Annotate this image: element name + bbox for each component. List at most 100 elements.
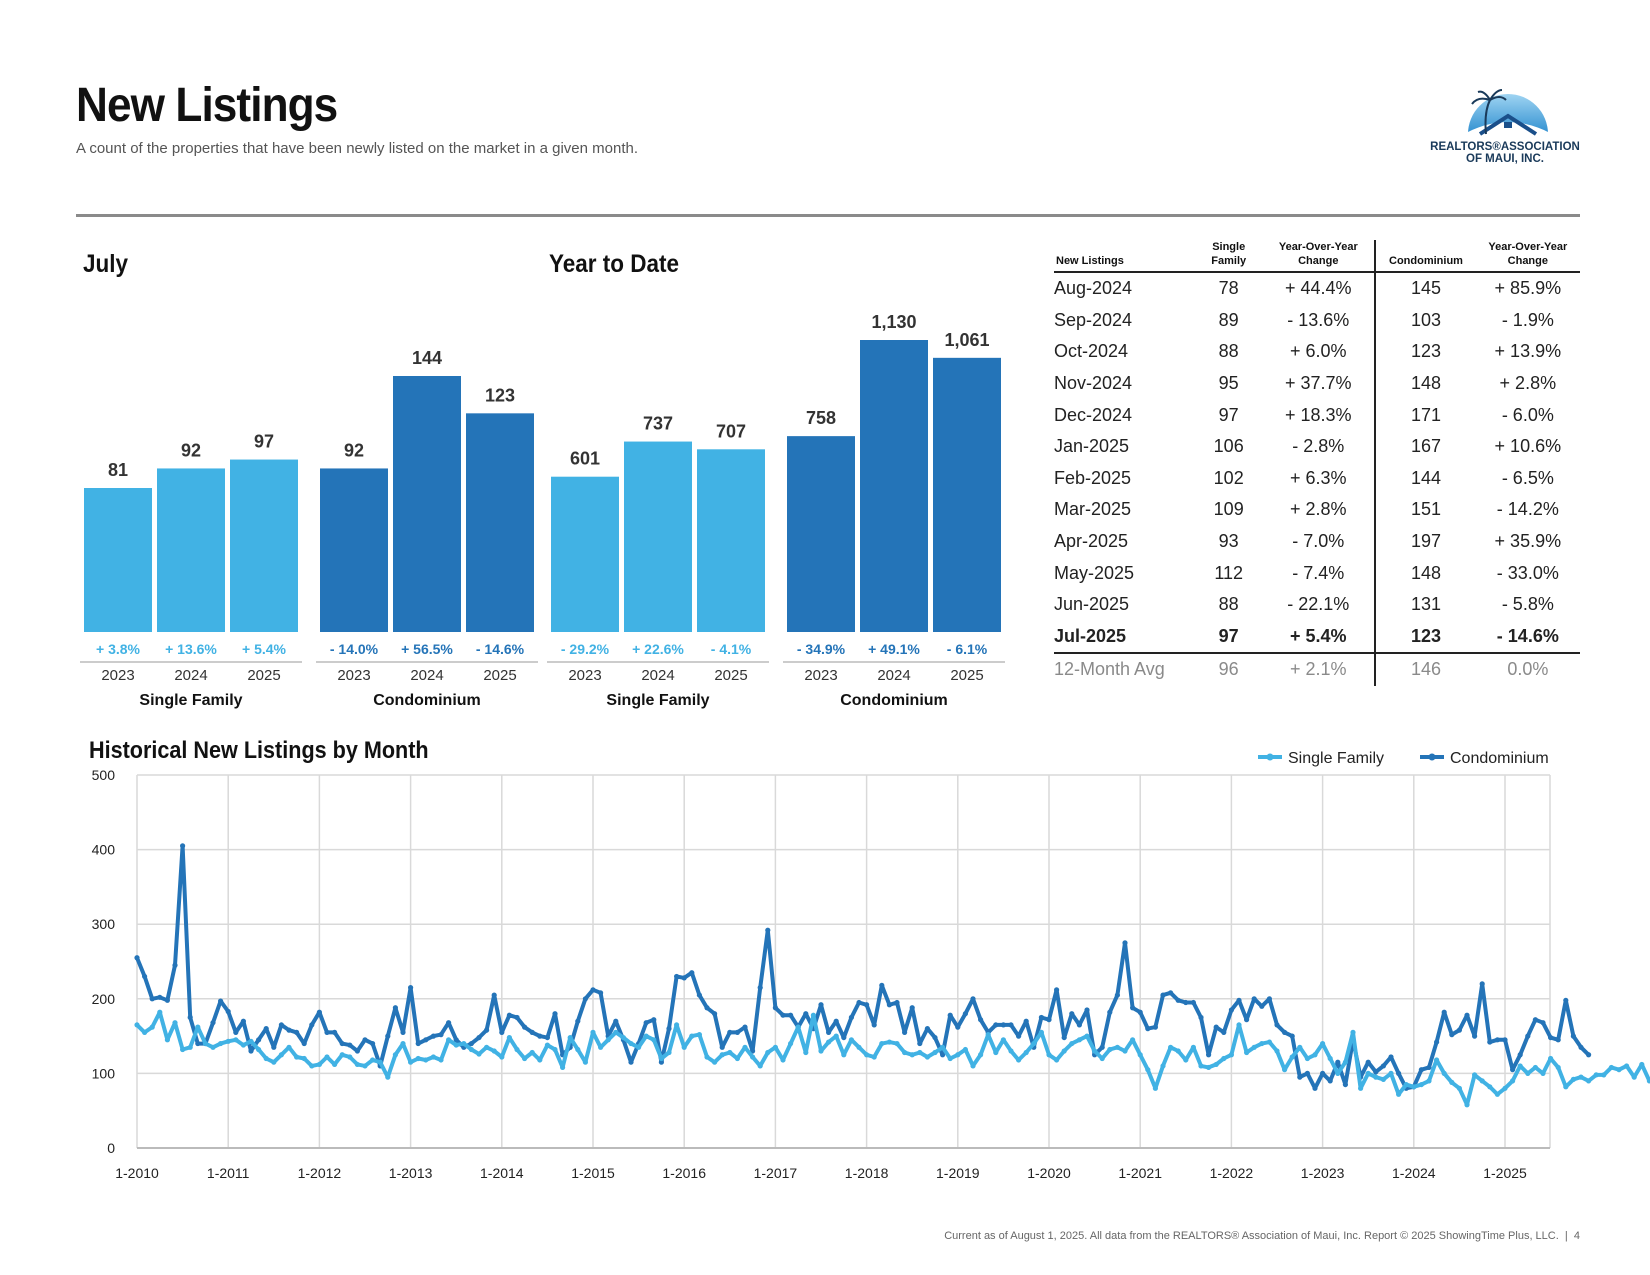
data-point — [719, 1052, 725, 1058]
bar-value-label: 92 — [344, 440, 364, 460]
data-point — [1494, 1091, 1500, 1097]
data-point — [575, 1018, 581, 1024]
bar-year-label: 2025 — [247, 667, 280, 684]
data-point — [354, 1048, 360, 1054]
data-point — [1631, 1074, 1637, 1080]
data-point — [917, 1049, 923, 1056]
data-point — [1236, 1022, 1242, 1028]
data-point — [757, 1063, 763, 1069]
data-point — [552, 1011, 558, 1017]
data-point — [886, 1039, 893, 1045]
table-cell: + 6.0% — [1262, 336, 1377, 368]
col-header-single-family: Single Family — [1195, 240, 1263, 273]
data-point — [993, 1022, 999, 1028]
data-point — [727, 1049, 733, 1056]
data-point — [1054, 987, 1060, 993]
data-point — [1152, 1085, 1158, 1091]
data-point — [385, 1074, 391, 1080]
data-point — [453, 1037, 459, 1043]
data-point — [1092, 1048, 1098, 1054]
series-points — [134, 1009, 1650, 1108]
data-point — [1130, 1005, 1136, 1011]
data-point — [879, 982, 885, 988]
data-point — [1152, 1024, 1158, 1030]
table-cell: Sep-2024 — [1054, 309, 1133, 330]
data-point — [1114, 992, 1120, 998]
data-point — [1540, 1070, 1546, 1076]
data-point — [347, 1054, 353, 1060]
data-point — [1388, 1054, 1394, 1060]
table-cell: Jun-2025 — [1054, 594, 1130, 615]
bar-1-0-1 — [624, 441, 692, 632]
table-cell: 102 — [1213, 467, 1244, 488]
data-point — [932, 1034, 938, 1041]
data-point — [1380, 1076, 1386, 1082]
data-point — [1206, 1052, 1212, 1058]
x-tick-label: 1-2010 — [115, 1165, 159, 1181]
data-point — [316, 1061, 322, 1068]
data-point — [681, 975, 687, 981]
data-point — [1342, 1081, 1348, 1088]
summary-bar-charts: 81 + 3.8% 2023 92 + 13.6% 2024 97 + 5.4% 2025 Sin… — [80, 312, 1005, 709]
data-point — [1456, 1085, 1462, 1091]
data-point — [1228, 1052, 1234, 1058]
data-point — [628, 1059, 634, 1065]
data-point — [1038, 1029, 1044, 1035]
table-cell: 146 — [1410, 659, 1442, 680]
house-palm-logo-icon: REALTORS®ASSOCIATION OF MAUI, INC. — [1430, 89, 1580, 165]
data-point — [841, 1034, 847, 1041]
table-cell: - 22.1% — [1262, 588, 1377, 621]
data-point — [940, 1052, 946, 1058]
data-point — [833, 1018, 839, 1024]
data-point — [879, 1040, 885, 1047]
data-point — [202, 1040, 208, 1047]
data-point — [1358, 1085, 1364, 1091]
data-point — [142, 973, 148, 980]
data-point — [651, 1017, 657, 1023]
table-cell: + 10.6% — [1494, 436, 1562, 457]
data-point — [400, 1040, 406, 1047]
data-point — [1221, 1055, 1227, 1062]
data-point — [438, 1057, 444, 1063]
data-point — [1198, 1063, 1204, 1069]
bar-0-0-0 — [84, 488, 152, 632]
table-row: Feb-2025 102 + 6.3% 144 - 6.5% — [1054, 462, 1580, 495]
data-point — [149, 1024, 155, 1030]
data-point — [696, 1032, 703, 1038]
data-point — [734, 1055, 741, 1062]
data-point — [1289, 1054, 1295, 1060]
table-cell: 0.0% — [1507, 659, 1549, 680]
data-point — [392, 1052, 398, 1058]
data-point — [1259, 1040, 1265, 1047]
data-point — [225, 1008, 231, 1015]
data-point — [1456, 1027, 1462, 1033]
data-point — [1266, 1039, 1272, 1045]
data-point — [575, 1046, 581, 1053]
table-cell: + 2.1% — [1262, 653, 1377, 686]
data-point — [613, 1029, 619, 1035]
bar-year-label: 2024 — [174, 667, 207, 684]
data-point — [157, 1009, 163, 1015]
data-point — [1069, 1011, 1075, 1017]
group-name-label: Single Family — [606, 692, 709, 709]
association-logo: REALTORS®ASSOCIATION OF MAUI, INC. — [1420, 72, 1590, 172]
data-point — [681, 1044, 687, 1050]
data-point — [818, 1002, 824, 1008]
data-point — [1175, 1048, 1181, 1054]
data-point — [1327, 1078, 1333, 1084]
bar-0-0-1 — [157, 468, 225, 632]
data-point — [476, 1034, 482, 1041]
data-point — [1038, 1014, 1044, 1021]
data-point — [438, 1032, 444, 1038]
data-point — [1297, 1044, 1303, 1050]
data-point — [1236, 997, 1242, 1003]
data-point — [1502, 1085, 1508, 1091]
table-cell: 123 — [1410, 341, 1442, 362]
data-point — [529, 1029, 535, 1035]
data-point — [643, 1033, 649, 1039]
legend-marker — [1428, 753, 1436, 761]
july-section-title: July — [83, 250, 129, 278]
data-point — [636, 1044, 642, 1050]
data-point — [1084, 1033, 1090, 1039]
bar-year-label: 2024 — [877, 667, 910, 684]
